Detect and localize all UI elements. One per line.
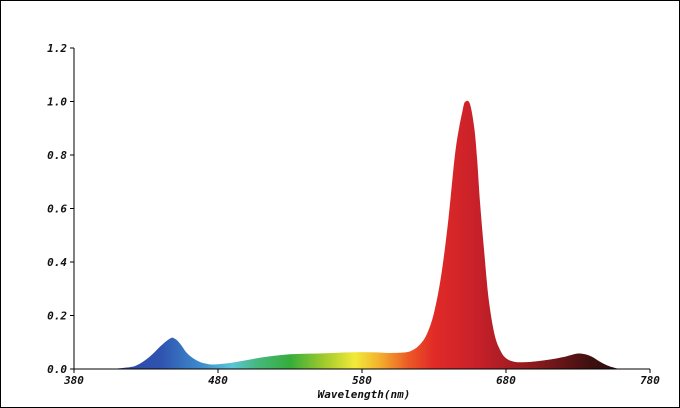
y-tick-label: 0.0: [47, 363, 67, 376]
y-tick-label: 1.0: [47, 96, 67, 109]
x-axis: 380 480 580 680 780: [63, 368, 660, 387]
plot-area: [74, 100, 650, 369]
x-tick-label: 380: [63, 374, 84, 387]
y-tick-label: 0.8: [47, 149, 67, 162]
x-tick-label: 480: [208, 374, 228, 387]
x-tick-label: 780: [640, 374, 660, 387]
spectrum-area: [74, 100, 650, 369]
y-tick-label: 1.2: [47, 42, 67, 55]
y-tick-label: 0.4: [47, 256, 67, 269]
x-tick-label: 680: [496, 374, 516, 387]
y-tick-label: 0.6: [47, 203, 67, 216]
y-axis: 0.0 0.2 0.4 0.6 0.8 1.0 1.2: [47, 42, 75, 376]
x-axis-title: Wavelength(nm): [318, 388, 411, 401]
x-tick-label: 580: [352, 374, 372, 387]
y-tick-label: 0.2: [47, 310, 67, 323]
